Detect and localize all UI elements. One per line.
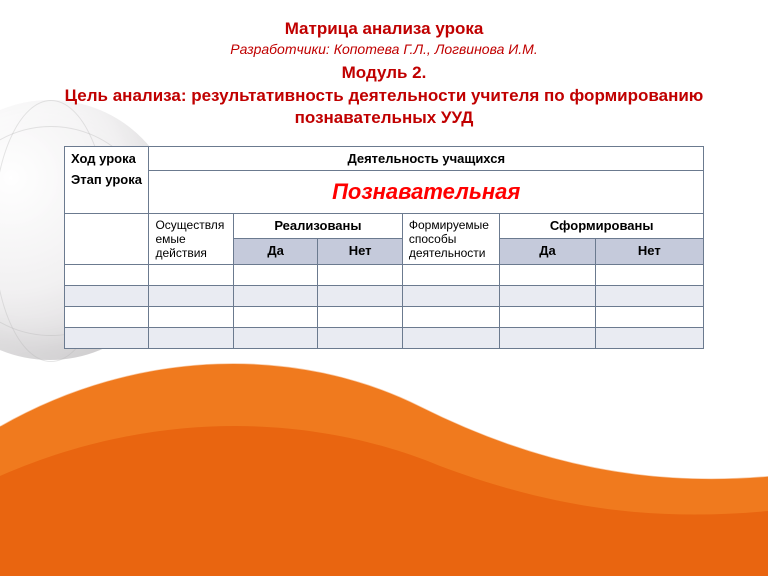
- col-lesson-line1: Ход урока: [71, 151, 142, 166]
- background-wave: [0, 336, 768, 576]
- module-line: Модуль 2.: [40, 63, 728, 83]
- header-block: Матрица анализа урока Разработчики: Копо…: [0, 0, 768, 136]
- realized-yes: Да: [233, 239, 317, 265]
- table-row: [65, 264, 704, 285]
- header-row-3: Осуществляемые действия Реализованы Форм…: [65, 213, 704, 239]
- table-row: [65, 327, 704, 348]
- spacer-under-lesson: [65, 213, 149, 264]
- realized-no: Нет: [318, 239, 402, 265]
- matrix-table: Ход урока Этап урока Деятельность учащих…: [64, 146, 704, 349]
- students-activity-header: Деятельность учащихся: [149, 146, 704, 170]
- methods-header: Формируемые способы деятельности: [402, 213, 499, 264]
- goal-line: Цель анализа: результативность деятельно…: [40, 85, 728, 128]
- realized-header: Реализованы: [233, 213, 402, 239]
- matrix-table-wrap: Ход урока Этап урока Деятельность учащих…: [64, 146, 704, 349]
- authors-line: Разработчики: Копотева Г.Л., Логвинова И…: [40, 41, 728, 57]
- actions-header: Осуществляемые действия: [149, 213, 233, 264]
- formed-yes: Да: [500, 239, 595, 265]
- formed-header: Сформированы: [500, 213, 704, 239]
- cognitive-header: Познавательная: [149, 170, 704, 213]
- col-lesson-line2: Этап урока: [71, 172, 142, 187]
- table-row: [65, 306, 704, 327]
- formed-no: Нет: [595, 239, 703, 265]
- header-row-1: Ход урока Этап урока Деятельность учащих…: [65, 146, 704, 170]
- page-title: Матрица анализа урока: [40, 18, 728, 39]
- col-lesson-header: Ход урока Этап урока: [65, 146, 149, 213]
- table-row: [65, 285, 704, 306]
- header-row-2: Познавательная: [65, 170, 704, 213]
